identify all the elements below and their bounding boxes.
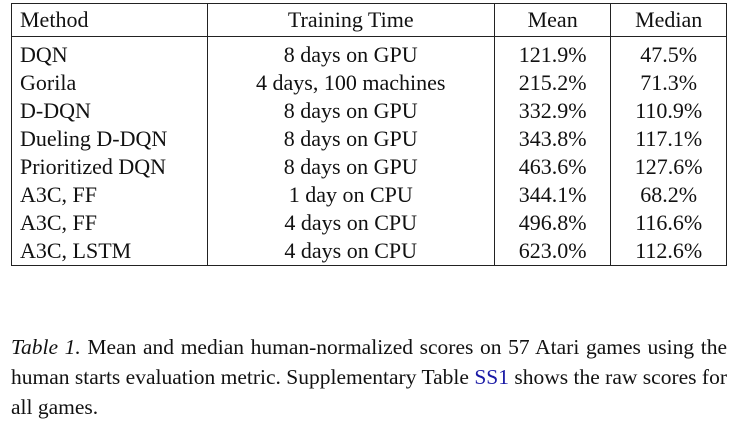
cell-method: Gorila	[11, 69, 208, 97]
caption-text-2: shows the raw scores for all games.	[11, 364, 727, 419]
table-row: D-DQN 8 days on GPU 332.9% 110.9%	[11, 97, 727, 125]
header-mean: Mean	[493, 3, 612, 37]
cell-method: A3C, FF	[11, 181, 208, 209]
table-header-row: Method Training Time Mean Median	[11, 3, 727, 37]
cell-median: 71.3%	[610, 69, 727, 97]
table-caption: Table 1. Mean and median human-normalize…	[11, 332, 727, 422]
cell-median: 112.6%	[610, 237, 727, 266]
cell-mean: 215.2%	[493, 69, 612, 97]
table-row: A3C, FF 1 day on CPU 344.1% 68.2%	[11, 181, 727, 209]
cell-method: Prioritized DQN	[11, 153, 208, 181]
table-row: DQN 8 days on GPU 121.9% 47.5%	[11, 41, 727, 69]
cell-method: D-DQN	[11, 97, 208, 125]
cell-mean: 344.1%	[493, 181, 612, 209]
cell-mean: 332.9%	[493, 97, 612, 125]
supplementary-table-link[interactable]: SS1	[474, 364, 509, 389]
cell-median: 116.6%	[610, 209, 727, 237]
table-body: DQN 8 days on GPU 121.9% 47.5% Gorila 4 days,…	[11, 36, 727, 266]
cell-median: 68.2%	[610, 181, 727, 209]
cell-median: 117.1%	[610, 125, 727, 153]
cell-mean: 121.9%	[493, 41, 612, 69]
cell-training-time: 4 days on CPU	[206, 237, 495, 266]
cell-method: A3C, LSTM	[11, 237, 208, 266]
cell-training-time: 8 days on GPU	[206, 41, 495, 69]
results-table-container: Method Training Time Mean Median DQN 8 da…	[11, 3, 727, 266]
results-table: Method Training Time Mean Median DQN 8 da…	[11, 3, 727, 266]
cell-method: DQN	[11, 41, 208, 69]
header-median: Median	[610, 3, 727, 37]
cell-training-time: 4 days on CPU	[206, 209, 495, 237]
cell-median: 127.6%	[610, 153, 727, 181]
table-row: A3C, FF 4 days on CPU 496.8% 116.6%	[11, 209, 727, 237]
cell-median: 110.9%	[610, 97, 727, 125]
cell-mean: 463.6%	[493, 153, 612, 181]
cell-mean: 623.0%	[493, 237, 612, 266]
cell-mean: 496.8%	[493, 209, 612, 237]
cell-mean: 343.8%	[493, 125, 612, 153]
cell-training-time: 1 day on CPU	[206, 181, 495, 209]
caption-label: Table 1.	[11, 334, 81, 359]
table-row: Prioritized DQN 8 days on GPU 463.6% 127.6%	[11, 153, 727, 181]
cell-method: Dueling D-DQN	[11, 125, 208, 153]
cell-method: A3C, FF	[11, 209, 208, 237]
table-row: Dueling D-DQN 8 days on GPU 343.8% 117.1%	[11, 125, 727, 153]
cell-training-time: 4 days, 100 machines	[206, 69, 495, 97]
table-row: Gorila 4 days, 100 machines 215.2% 71.3%	[11, 69, 727, 97]
header-training-time: Training Time	[206, 3, 495, 37]
header-method: Method	[11, 3, 208, 37]
cell-training-time: 8 days on GPU	[206, 153, 495, 181]
table-row: A3C, LSTM 4 days on CPU 623.0% 112.6%	[11, 237, 727, 266]
cell-training-time: 8 days on GPU	[206, 125, 495, 153]
cell-training-time: 8 days on GPU	[206, 97, 495, 125]
cell-median: 47.5%	[610, 41, 727, 69]
caption-text-1: Mean and median human-normalized scores …	[11, 334, 728, 389]
table-header-gap	[11, 36, 727, 41]
